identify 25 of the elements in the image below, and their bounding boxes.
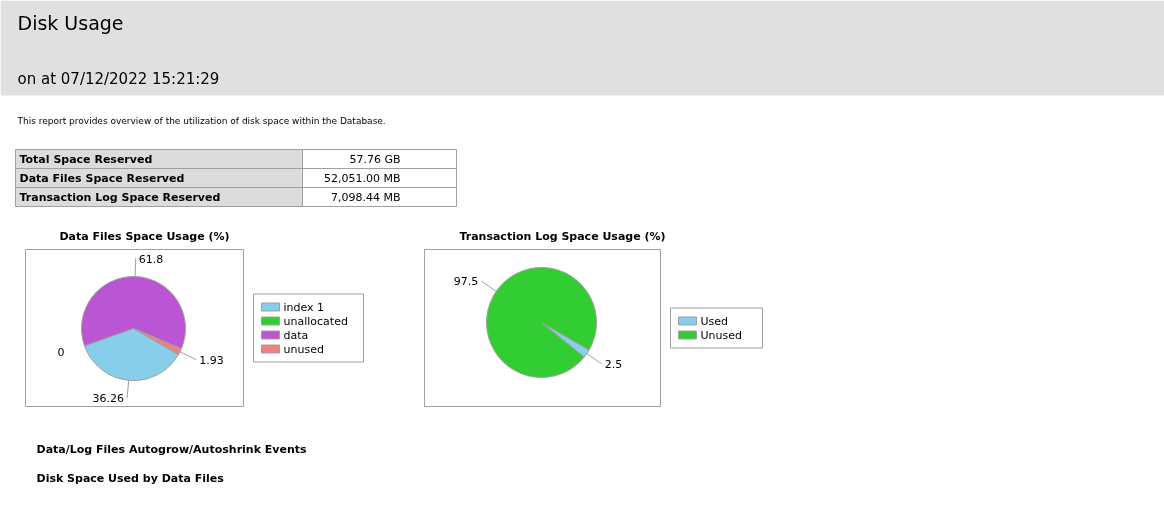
text: Total Space Reserved [19, 152, 153, 166]
text: on at 07/12/2022 15:21:29 [17, 69, 220, 88]
text: 57.76 GB [349, 152, 401, 166]
text: 52,051.00 MB [323, 171, 401, 185]
chart-title: Transaction Log Space Usage (%) [459, 230, 666, 243]
text: Data/Log Files Autogrow/Autoshrink Events [36, 443, 308, 456]
data-label: 61.8 [138, 252, 164, 266]
legend-label: unused [283, 342, 324, 356]
text: Data Files Space Reserved [19, 171, 185, 185]
text: This report provides overview of the utilization of disk space within the Database. [16, 115, 386, 126]
legend-label: unallocated [283, 314, 348, 328]
text: 7,098.44 MB [330, 190, 401, 204]
legend-label: Unused [700, 328, 742, 342]
data-label: 97.5 [453, 275, 479, 289]
data-label: 1.93 [199, 353, 224, 367]
chart-title: Data Files Space Usage (%) [59, 230, 230, 243]
text: Disk Space Used by Data Files [36, 472, 225, 485]
legend-label: Used [700, 314, 729, 328]
data-label: 2.5 [604, 357, 623, 371]
legend-label: index 1 [283, 300, 325, 314]
text: Transaction Log Space Reserved [19, 190, 221, 204]
text: 0 [57, 345, 65, 359]
legend-label: data [283, 328, 309, 342]
data-label: 36.26 [92, 392, 125, 406]
text: Disk Usage [17, 11, 124, 34]
